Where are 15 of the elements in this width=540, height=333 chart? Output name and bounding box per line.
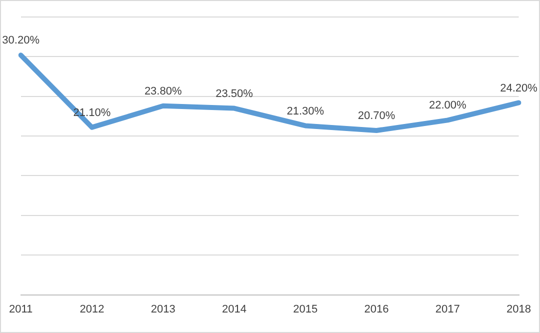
x-tick-label: 2014: [222, 303, 246, 316]
data-label: 23.80%: [144, 85, 182, 98]
data-label: 30.20%: [2, 34, 40, 47]
x-tick-label: 2011: [9, 303, 33, 316]
x-tick-label: 2012: [80, 303, 104, 316]
data-label: 24.20%: [500, 82, 538, 94]
data-label: 22.00%: [428, 100, 466, 112]
data-label: 23.50%: [216, 88, 254, 100]
x-tick-label: 2016: [364, 303, 389, 316]
data-label: 21.30%: [286, 105, 324, 118]
x-tick-label: 2018: [506, 303, 532, 316]
x-tick-label: 2017: [435, 303, 460, 316]
x-tick-label: 2013: [150, 303, 176, 316]
data-label: 20.70%: [358, 110, 396, 122]
x-tick-label: 2015: [293, 303, 318, 316]
